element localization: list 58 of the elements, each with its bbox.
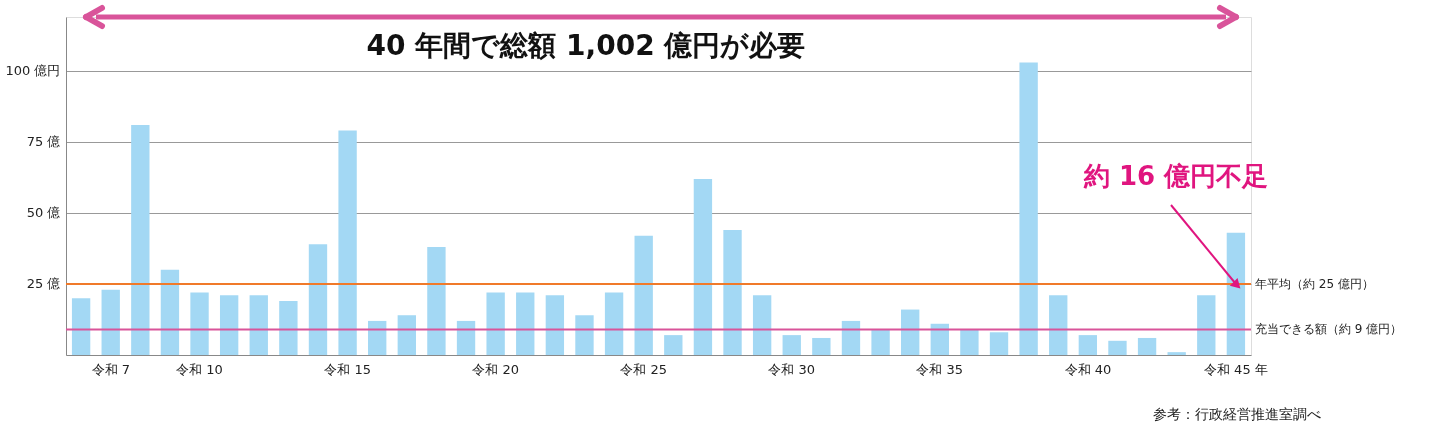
- bar: [871, 329, 890, 355]
- bar: [604, 292, 624, 355]
- bar: [960, 329, 979, 355]
- y-tick-label: 75 億: [26, 134, 61, 150]
- x-tick-label: 令和 40: [1064, 361, 1112, 377]
- bar: [1049, 295, 1068, 355]
- x-tick-label: 令和 7: [91, 361, 130, 377]
- y-tick-label: 50 億: [26, 205, 61, 221]
- bar: [190, 292, 209, 355]
- bar: [219, 295, 239, 355]
- bar: [131, 124, 150, 355]
- bar: [901, 309, 920, 355]
- bar: [308, 244, 328, 355]
- bar: [1078, 335, 1098, 355]
- ref-line-label: 充当できる額（約 9 億円）: [1255, 322, 1403, 337]
- x-tick-label: 令和 25: [620, 361, 668, 377]
- bar: [752, 295, 772, 355]
- text: 参考：行政経営推進室調べ: [1153, 406, 1321, 422]
- bar: [989, 332, 1009, 355]
- bar: [812, 337, 831, 355]
- bar: [693, 178, 713, 355]
- bar: [841, 320, 861, 355]
- bar: [368, 320, 387, 355]
- bar: [1108, 340, 1127, 355]
- bar: [397, 315, 416, 355]
- bar: [723, 230, 742, 355]
- bar: [1197, 295, 1216, 355]
- bar: [930, 323, 949, 355]
- y-tick-label: 100 億円: [5, 63, 61, 79]
- bar: [782, 335, 801, 355]
- x-tick-label: 令和 15: [324, 361, 371, 377]
- bar: [545, 295, 565, 355]
- bar: [427, 247, 446, 355]
- bar: [160, 269, 180, 355]
- bar: [664, 335, 683, 355]
- bar: [456, 320, 476, 355]
- bar: [71, 298, 91, 355]
- x-tick-label: 令和 10: [176, 361, 223, 377]
- bar: [1167, 352, 1186, 355]
- bar: [486, 292, 505, 355]
- x-tick-label: 令和 45 年: [1203, 361, 1268, 377]
- bar: [575, 315, 594, 355]
- bar: [1226, 232, 1246, 355]
- y-tick-label: 25 億: [26, 276, 61, 292]
- chart-title: 40 年間で総額 1,002 億円が必要: [366, 29, 806, 62]
- bar: [516, 292, 535, 355]
- bar: [1019, 62, 1038, 355]
- bar: [101, 289, 120, 355]
- bar: [338, 130, 357, 355]
- x-tick-label: 令和 35: [916, 361, 964, 377]
- ref-line-label: 年平均（約 25 億円）: [1255, 276, 1374, 291]
- annotation: 約 16 億円不足: [1082, 161, 1269, 191]
- bar: [634, 235, 653, 355]
- x-tick-label: 令和 30: [768, 361, 816, 377]
- bar: [1137, 337, 1157, 355]
- x-tick-label: 令和 20: [472, 361, 519, 377]
- bar: [279, 301, 298, 355]
- bar: [249, 295, 268, 355]
